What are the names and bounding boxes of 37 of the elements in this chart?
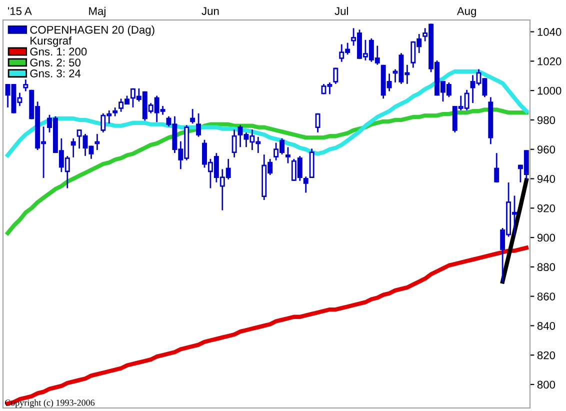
y-tick-label: 980 bbox=[537, 116, 556, 124]
legend-label: Gns. 1: 200 bbox=[30, 48, 87, 56]
legend-title: Kursgraf bbox=[30, 36, 72, 47]
legend-label: Gns. 2: 50 bbox=[30, 58, 80, 66]
y-tick-label: 860 bbox=[537, 292, 556, 300]
candlestick bbox=[23, 80, 28, 92]
candlestick bbox=[333, 68, 338, 84]
x-tick-label: '15 A bbox=[8, 7, 32, 16]
legend-label: Gns. 3: 24 bbox=[30, 70, 81, 78]
y-tick-label: 840 bbox=[537, 322, 556, 330]
y-tick-label: 940 bbox=[537, 174, 556, 183]
candlestick bbox=[303, 176, 308, 193]
candlestick bbox=[232, 130, 237, 158]
candlestick bbox=[94, 134, 100, 150]
y-tick-label: 820 bbox=[537, 351, 556, 360]
x-tick-label: Jul bbox=[334, 6, 348, 16]
x-tick-label: Aug bbox=[456, 7, 476, 18]
line-series bbox=[6, 108, 529, 236]
y-tick-label: 1040 bbox=[538, 28, 562, 36]
line-series bbox=[6, 246, 529, 406]
x-tick-label: Jun bbox=[202, 7, 219, 16]
candlestick bbox=[70, 138, 76, 158]
candlestick bbox=[285, 147, 290, 164]
y-tick-label: 960 bbox=[537, 146, 556, 154]
line-series bbox=[6, 69, 529, 158]
y-tick-label: 920 bbox=[537, 204, 556, 212]
y-tick-label: 900 bbox=[537, 234, 556, 242]
candlestick bbox=[494, 153, 500, 182]
y-tick-label: 800 bbox=[537, 380, 556, 389]
y-tick-label: 1020 bbox=[538, 57, 562, 66]
x-tick-label: Maj bbox=[89, 6, 106, 18]
legend-label: COPENHAGEN 20 (Dag) bbox=[30, 26, 154, 36]
y-tick-label: 880 bbox=[537, 263, 556, 272]
candlestick bbox=[190, 108, 196, 124]
candlestick bbox=[196, 113, 202, 137]
candlestick bbox=[315, 113, 320, 132]
y-tick-label: 1000 bbox=[538, 86, 562, 95]
